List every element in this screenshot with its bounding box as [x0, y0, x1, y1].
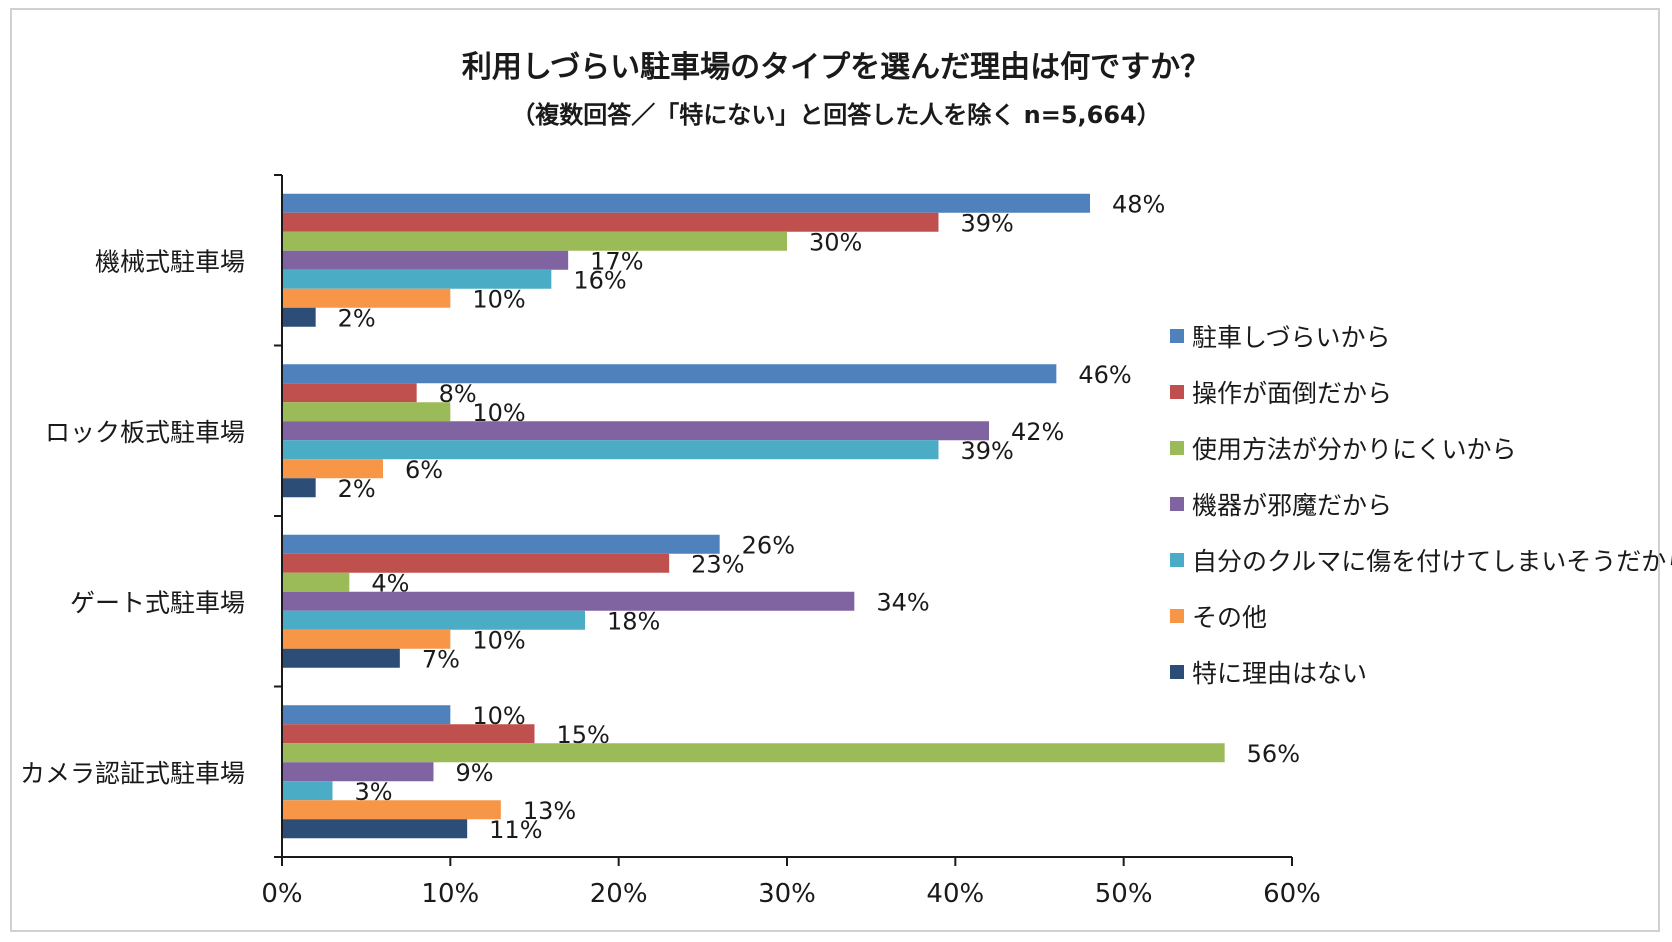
- bar-3-4: [282, 591, 855, 611]
- x-tick-label: 0%: [261, 879, 302, 909]
- legend-label: 操作が面倒だから: [1192, 379, 1393, 408]
- legend-swatch: [1170, 497, 1184, 511]
- category-label: 機械式駐車場: [95, 247, 245, 276]
- bar-4-6: [282, 800, 501, 820]
- legend-item: 機器が邪魔だから: [1170, 476, 1672, 532]
- bar-1-5: [282, 269, 552, 289]
- legend-swatch: [1170, 385, 1184, 399]
- x-tick-label: 30%: [758, 879, 816, 909]
- bar-4-5: [282, 781, 333, 801]
- bar-4-2: [282, 724, 535, 744]
- data-label: 46%: [1078, 361, 1131, 389]
- bar-4-7: [282, 819, 468, 839]
- legend-swatch: [1170, 441, 1184, 455]
- bar-3-7: [282, 648, 400, 668]
- legend-label: 使用方法が分かりにくいから: [1192, 435, 1517, 464]
- data-label: 16%: [573, 266, 626, 294]
- bar-1-3: [282, 231, 787, 251]
- category-label: ゲート式駐車場: [70, 588, 245, 617]
- bar-2-7: [282, 478, 316, 498]
- bar-2-2: [282, 383, 417, 403]
- data-label: 9%: [456, 759, 494, 787]
- bar-3-2: [282, 553, 670, 573]
- x-tick-label: 20%: [590, 879, 648, 909]
- data-label: 34%: [876, 588, 929, 616]
- data-label: 7%: [422, 645, 460, 673]
- legend-swatch: [1170, 553, 1184, 567]
- bar-2-3: [282, 402, 451, 422]
- bar-1-1: [282, 193, 1090, 213]
- data-label: 2%: [338, 475, 376, 503]
- legend-label: 特に理由はない: [1192, 659, 1368, 688]
- bar-4-1: [282, 705, 451, 725]
- data-label: 13%: [523, 797, 576, 825]
- data-label: 30%: [809, 228, 862, 256]
- bar-1-2: [282, 212, 939, 232]
- data-label: 10%: [472, 626, 525, 654]
- legend-swatch: [1170, 665, 1184, 679]
- legend-item: 特に理由はない: [1170, 644, 1672, 700]
- legend-label: その他: [1192, 603, 1268, 632]
- legend: 駐車しづらいから 操作が面倒だから使用方法が分かりにくいから 機器が邪魔だから自分の…: [1170, 308, 1672, 700]
- data-label: 56%: [1247, 740, 1300, 768]
- bar-1-6: [282, 288, 451, 308]
- data-label: 10%: [472, 285, 525, 313]
- data-label: 23%: [691, 550, 744, 578]
- legend-swatch: [1170, 329, 1184, 343]
- data-label: 2%: [338, 304, 376, 332]
- legend-swatch: [1170, 609, 1184, 623]
- bar-1-4: [282, 250, 569, 270]
- legend-label: 駐車しづらいから: [1192, 323, 1391, 352]
- data-label: 11%: [489, 816, 542, 844]
- data-label: 39%: [961, 209, 1014, 237]
- bar-2-6: [282, 459, 383, 479]
- data-label: 6%: [405, 456, 443, 484]
- bar-2-1: [282, 364, 1057, 384]
- legend-item: 駐車しづらいから: [1170, 308, 1672, 364]
- bar-1-7: [282, 307, 316, 327]
- data-label: 42%: [1011, 418, 1064, 446]
- bar-2-4: [282, 421, 989, 441]
- data-label: 18%: [607, 607, 660, 635]
- legend-item: 自分のクルマに傷を付けてしまいそうだから: [1170, 532, 1672, 588]
- bar-4-3: [282, 743, 1225, 763]
- legend-item: 操作が面倒だから: [1170, 364, 1672, 420]
- bar-3-1: [282, 534, 720, 554]
- bar-2-5: [282, 440, 939, 460]
- data-label: 17%: [590, 247, 643, 275]
- chart-title: 利用しづらい駐車場のタイプを選んだ理由は何ですか？: [461, 50, 1211, 85]
- bar-3-6: [282, 629, 451, 649]
- data-label: 26%: [742, 531, 795, 559]
- x-tick-label: 60%: [1263, 879, 1321, 909]
- category-label: カメラ認証式駐車場: [20, 759, 245, 788]
- x-tick-label: 10%: [421, 879, 479, 909]
- legend-label: 自分のクルマに傷を付けてしまいそうだから: [1192, 547, 1672, 576]
- data-label: 48%: [1112, 190, 1165, 218]
- bar-3-3: [282, 572, 350, 592]
- bar-3-5: [282, 610, 585, 630]
- chart-subtitle: （複数回答／「特にない」と回答した人を除く n=5,664）: [511, 101, 1161, 129]
- data-label: 39%: [961, 437, 1014, 465]
- x-tick-label: 40%: [926, 879, 984, 909]
- bar-4-4: [282, 762, 434, 782]
- legend-item: 使用方法が分かりにくいから: [1170, 420, 1672, 476]
- legend-label: 機器が邪魔だから: [1192, 491, 1393, 520]
- x-tick-label: 50%: [1095, 879, 1153, 909]
- legend-item: その他: [1170, 588, 1672, 644]
- category-label: ロック板式駐車場: [45, 418, 245, 447]
